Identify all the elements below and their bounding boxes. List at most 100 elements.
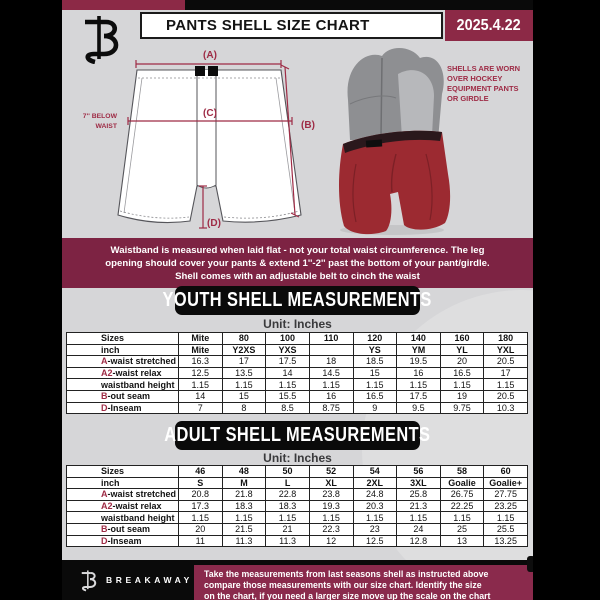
table-cell: 24 [396, 522, 441, 536]
table-cell: 2XL [352, 476, 398, 490]
table-cell: YM [396, 343, 441, 357]
table-cell: 17 [483, 366, 528, 380]
table-cell: 1.15 [439, 378, 485, 391]
shell-photo [339, 47, 451, 235]
row-label: D-Inseam [66, 401, 179, 415]
table-cell: 1.15 [396, 511, 441, 524]
table-cell: 13.25 [483, 534, 528, 548]
table-row: Sizes Mite 80 100 110 120 140 160 180 [66, 332, 528, 345]
row-label: A2-waist relax [66, 499, 179, 513]
table-cell: 11.3 [221, 534, 267, 548]
table-cell: 25 [439, 522, 485, 536]
table-cell: 23.8 [308, 488, 354, 501]
row-label: A2-waist relax [66, 366, 179, 380]
table-cell: 21.8 [221, 488, 267, 501]
table-cell: 11.3 [265, 534, 310, 548]
table-row: waistband height 1.15 1.15 1.15 1.15 1.15 1.15… [66, 378, 528, 391]
table-row: inch Mite Y2XS YXS YS YM YL YXL [66, 343, 528, 357]
table-cell: 22.8 [265, 488, 310, 501]
table-cell: 17.5 [265, 355, 310, 368]
table-cell: 1.15 [352, 511, 398, 524]
table-cell: 8 [221, 401, 267, 415]
table-cell: 1.15 [483, 378, 528, 391]
table-cell: 16.5 [439, 366, 485, 380]
table-cell: 1.15 [439, 511, 485, 524]
flyer-page: PANTS SHELL SIZE CHART 2025.4.22 (A) [62, 0, 533, 600]
table-cell: 23 [352, 522, 398, 536]
table-cell: YL [439, 343, 485, 357]
table-cell: 100 [265, 332, 310, 345]
table-cell: 21 [265, 522, 310, 536]
table-cell: 22.25 [439, 499, 485, 513]
waist-note-line1: 7'' BELOW [83, 113, 118, 120]
table-cell: Y2XS [221, 343, 267, 357]
row-label: B-out seam [66, 522, 179, 536]
red-shell [339, 130, 451, 235]
footer-note: Take the measurements from last seasons … [194, 565, 533, 600]
table-cell: 50 [265, 465, 310, 478]
table-cell: 8.5 [265, 401, 310, 415]
youth-section-banner: YOUTH SHELL MEASUREMENTS [163, 286, 432, 315]
table-cell: 1.15 [308, 378, 354, 391]
table-cell: M [221, 476, 267, 490]
table-cell: 14 [265, 366, 310, 380]
table-cell: 160 [439, 332, 485, 345]
info-banner-line: Shell comes with an adjustable belt to c… [175, 270, 420, 282]
table-cell: S [178, 476, 223, 490]
table-cell: 18.3 [221, 499, 267, 513]
top-strip-black [185, 0, 533, 10]
table-row: B-out seam 14 15 15.5 16 16.5 17.5 19 20.5 [66, 389, 528, 403]
footer-brand: BREAKAWAY [80, 568, 193, 592]
date-badge: 2025.4.22 [445, 10, 533, 41]
table-cell: 60 [483, 465, 528, 478]
table-cell: 1.15 [265, 378, 310, 391]
footer-note-line: compare those measurements with our size… [204, 579, 482, 590]
adult-unit-label: Unit: Inches [263, 451, 332, 465]
table-cell: 1.15 [178, 511, 223, 524]
youth-unit-label: Unit: Inches [263, 317, 332, 331]
shorts-diagram: (A) (C) (B) (D) 7'' BELOW [83, 50, 315, 229]
info-banner-line: Waistband is measured when laid flat - n… [110, 244, 485, 256]
table-row: waistband height 1.15 1.15 1.15 1.15 1.15 1.15… [66, 511, 528, 524]
photo-note-line: OR GIRDLE [447, 94, 489, 104]
table-cell: 25.5 [483, 522, 528, 536]
table-cell: Goalie+ [483, 476, 528, 490]
table-cell: Mite [178, 332, 223, 345]
table-cell: 110 [308, 332, 354, 345]
table-row: A-waist stretched 20.8 21.8 22.8 23.8 24.8 25.… [66, 488, 528, 501]
table-cell: 1.15 [396, 378, 441, 391]
waist-note-line2: WAIST [95, 123, 117, 130]
table-cell: 1.15 [221, 378, 267, 391]
table-cell: 10.3 [483, 401, 528, 415]
table-cell: 20 [178, 522, 223, 536]
row-label: Sizes [66, 332, 179, 345]
table-cell: 140 [396, 332, 441, 345]
youth-heading: YOUTH SHELL MEASUREMENTS [162, 289, 433, 311]
table-cell: 17.5 [396, 389, 441, 403]
table-cell: 15 [352, 366, 398, 380]
photo-note-line: SHELLS ARE WORN [447, 64, 521, 73]
title-box: PANTS SHELL SIZE CHART [140, 12, 443, 39]
table-row: inch S M L XL 2XL 3XL Goalie Goalie+ [66, 476, 528, 490]
table-cell: 23.25 [483, 499, 528, 513]
table-cell: 22.3 [308, 522, 354, 536]
table-cell: 9.5 [396, 401, 441, 415]
table-cell: 1.15 [221, 511, 267, 524]
row-label: waistband height [66, 511, 179, 524]
table-cell: XL [308, 476, 354, 490]
row-label: inch [66, 343, 179, 357]
photo-note-line: OVER HOCKEY [447, 74, 503, 84]
table-row: A-waist stretched 16.3 17 17.5 18 18.5 19.5 20 2… [66, 355, 528, 368]
table-cell: 15.5 [265, 389, 310, 403]
table-cell: 56 [396, 465, 441, 478]
row-label: A-waist stretched [66, 355, 179, 368]
table-cell: L [265, 476, 310, 490]
table-cell: 54 [352, 465, 398, 478]
table-cell: 16.3 [178, 355, 223, 368]
photo-note: SHELLS ARE WORN OVER HOCKEY EQUIPMENT PA… [447, 64, 527, 105]
page-title: PANTS SHELL SIZE CHART [166, 17, 370, 34]
table-cell: 9.75 [439, 401, 485, 415]
table-cell: YS [352, 343, 398, 357]
table-cell: Goalie [439, 476, 485, 490]
